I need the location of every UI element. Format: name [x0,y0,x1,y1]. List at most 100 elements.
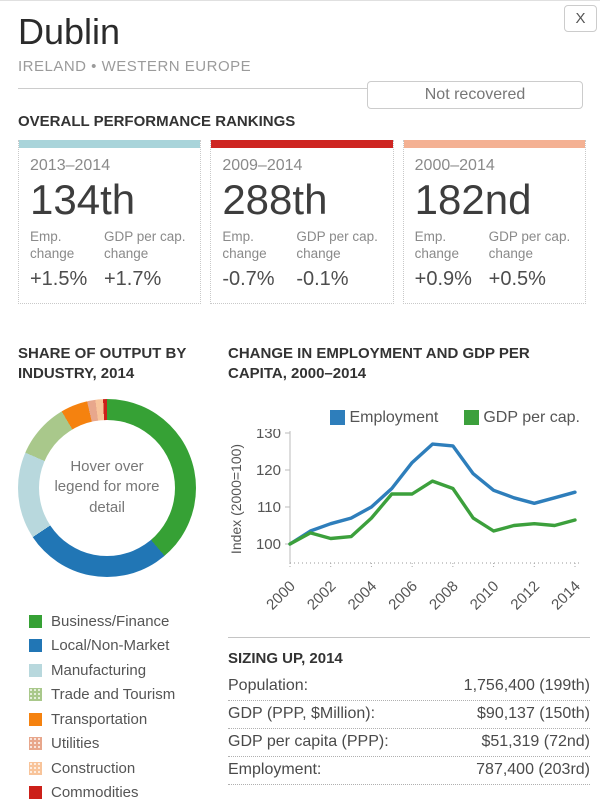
row-value: $90,137 (150th) [477,704,590,722]
recovery-status-badge[interactable]: Not recovered [367,81,583,109]
row-label: Employment: [228,760,322,778]
emp-change-value: -0.7% [222,268,275,291]
legend-swatch [29,663,42,677]
emp-change-label: Emp. change [30,229,75,261]
employment-swatch [330,410,346,426]
donut-hole: Hover over legend for more detail [39,419,175,556]
card-accent-bar [403,140,585,148]
legend-swatch [29,737,42,751]
industry-donut-chart: Hover over legend for more detail [18,398,196,577]
table-row-gdp: GDP (PPP, $Million): $90,137 (150th) [228,701,590,729]
svg-text:2002: 2002 [304,577,340,613]
sizing-up-heading: SIZING UP, 2014 [228,649,343,667]
employment-gdp-panel: CHANGE IN EMPLOYMENT AND GDP PER CAPITA,… [228,344,590,809]
card-rank: 288th [222,176,328,223]
legend-item-construction[interactable]: Construction [29,760,214,777]
legend-label: Business/Finance [51,612,170,630]
svg-text:130: 130 [256,429,281,442]
card-accent-bar [211,140,393,148]
emp-change-value: +1.5% [30,268,88,291]
row-value: 1,756,400 (199th) [463,676,590,694]
row-label: GDP (PPP, $Million): [228,704,376,722]
page-subtitle: IRELAND • WESTERN EUROPE [18,58,252,75]
legend-swatch [29,639,42,653]
gdp-change-value: +0.5% [488,268,546,291]
main-content: SHARE OF OUTPUT BY INDUSTRY, 2014 Hover … [0,304,600,809]
svg-text:2010: 2010 [467,577,503,613]
industry-legend: Business/Finance Local/Non-Market Manufa… [18,613,214,801]
industry-share-title: SHARE OF OUTPUT BY INDUSTRY, 2014 [18,345,187,383]
gdp-change-label: GDP per cap. change [104,229,186,261]
table-row-population: Population: 1,756,400 (199th) [228,673,590,701]
svg-text:110: 110 [257,499,281,516]
svg-text:2006: 2006 [385,577,421,613]
legend-label: Transportation [51,710,148,728]
legend-item-local-non-market[interactable]: Local/Non-Market [29,637,214,654]
rankings-heading: OVERALL PERFORMANCE RANKINGS [18,113,296,130]
card-accent-bar [19,140,201,148]
industry-share-panel: SHARE OF OUTPUT BY INDUSTRY, 2014 Hover … [18,344,214,809]
svg-text:2000: 2000 [263,577,299,613]
card-rank: 134th [30,176,136,223]
legend-label: Trade and Tourism [51,686,176,704]
page-title: Dublin [18,11,121,52]
legend-swatch [29,614,42,628]
gdp-change-label: GDP per cap. change [296,229,378,261]
emp-change-value: +0.9% [414,268,472,291]
legend-item-manufacturing[interactable]: Manufacturing [29,662,214,679]
row-label: Population: [228,676,309,694]
emp-change-label: Emp. change [414,229,459,261]
legend-label: Manufacturing [51,661,147,679]
card-period: 2000–2014 [414,157,495,174]
employment-gdp-title: CHANGE IN EMPLOYMENT AND GDP PER CAPITA,… [228,345,530,383]
ranking-card-2000-2014: 2000–2014 182nd Emp. change +0.9% GDP pe… [402,140,586,305]
row-value: $51,319 (72nd) [481,732,590,750]
svg-text:2004: 2004 [345,577,381,613]
legend-label: Local/Non-Market [51,637,170,655]
row-label: GDP per capita (PPP): [228,732,389,750]
legend-label: Utilities [51,735,100,753]
ranking-card-2009-2014: 2009–2014 288th Emp. change -0.7% GDP pe… [210,140,394,305]
employment-gdp-line-chart: 100 110 120 130 2000 2002 2004 2006 2008 2010 2012… [228,429,584,613]
header-divider [18,88,582,89]
legend-swatch [29,761,42,775]
legend-item-trade-and-tourism[interactable]: Trade and Tourism [29,686,214,703]
table-row-gdp-per-capita: GDP per capita (PPP): $51,319 (72nd) [228,729,590,757]
card-period: 2013–2014 [30,157,111,174]
legend-label: Employment [349,408,439,426]
legend-label: Construction [51,759,136,777]
legend-label: Commodities [51,784,139,802]
gdp-change-value: +1.7% [104,268,162,291]
row-value: 787,400 (203rd) [476,760,590,778]
svg-text:100: 100 [256,536,281,553]
legend-swatch [29,712,42,726]
ranking-card-2013-2014: 2013–2014 134th Emp. change +1.5% GDP pe… [18,140,202,305]
legend-item-gdp-per-cap[interactable]: GDP per cap. [464,409,580,427]
line-chart-legend: Employment GDP per cap. [228,409,580,427]
legend-item-utilities[interactable]: Utilities [29,735,214,752]
svg-text:2008: 2008 [426,577,462,613]
card-rank: 182nd [414,176,532,223]
rankings-section: OVERALL PERFORMANCE RANKINGS 2013–2014 1… [0,89,600,305]
close-button[interactable]: X [564,5,597,32]
legend-swatch [29,786,42,800]
gdp-change-label: GDP per cap. change [488,229,571,261]
gdp-per-cap-swatch [464,410,480,426]
legend-item-transportation[interactable]: Transportation [29,711,214,728]
gdp-change-value: -0.1% [296,268,349,291]
sizing-up-panel: SIZING UP, 2014 Population: 1,756,400 (1… [228,636,590,785]
ranking-cards: 2013–2014 134th Emp. change +1.5% GDP pe… [18,140,586,305]
svg-text:2014: 2014 [548,577,584,613]
legend-item-commodities[interactable]: Commodities [29,784,214,801]
table-row-employment: Employment: 787,400 (203rd) [228,757,590,785]
svg-text:Index (2000=100): Index (2000=100) [228,443,244,553]
emp-change-label: Emp. change [222,229,267,261]
legend-item-business-finance[interactable]: Business/Finance [29,613,214,630]
card-period: 2009–2014 [222,157,303,174]
svg-text:120: 120 [256,462,281,479]
legend-swatch [29,688,42,702]
legend-item-employment[interactable]: Employment [330,409,438,427]
legend-label: GDP per cap. [483,408,580,426]
svg-text:2012: 2012 [507,577,543,613]
